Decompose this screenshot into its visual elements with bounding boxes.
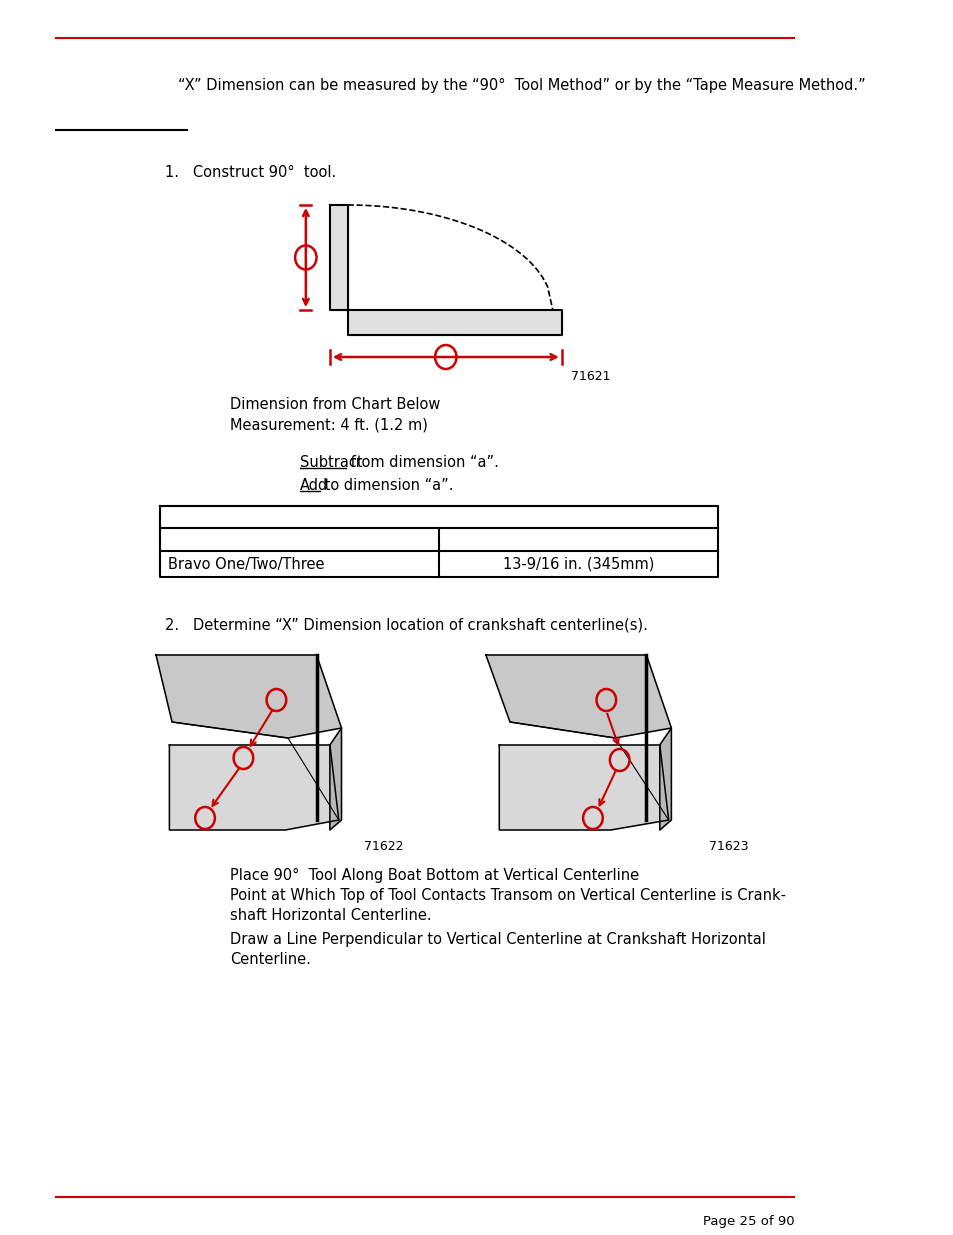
Polygon shape	[330, 205, 347, 310]
Polygon shape	[156, 655, 341, 739]
Text: 71622: 71622	[363, 840, 403, 853]
Text: Subtract: Subtract	[299, 454, 362, 471]
Polygon shape	[330, 727, 341, 830]
Text: Point at Which Top of Tool Contacts Transom on Vertical Centerline is Crank-: Point at Which Top of Tool Contacts Tran…	[230, 888, 785, 903]
Text: 1.   Construct 90°  tool.: 1. Construct 90° tool.	[165, 165, 335, 180]
Text: 71623: 71623	[708, 840, 747, 853]
Text: Centerline.: Centerline.	[230, 952, 311, 967]
Text: shaft Horizontal Centerline.: shaft Horizontal Centerline.	[230, 908, 431, 923]
Text: Draw a Line Perpendicular to Vertical Centerline at Crankshaft Horizontal: Draw a Line Perpendicular to Vertical Ce…	[230, 932, 765, 947]
Text: Dimension from Chart Below: Dimension from Chart Below	[230, 396, 440, 412]
Text: Measurement: 4 ft. (1.2 m): Measurement: 4 ft. (1.2 m)	[230, 417, 428, 432]
Polygon shape	[170, 745, 338, 830]
Text: Bravo One/Two/Three: Bravo One/Two/Three	[168, 557, 324, 572]
Text: Place 90°  Tool Along Boat Bottom at Vertical Centerline: Place 90° Tool Along Boat Bottom at Vert…	[230, 868, 639, 883]
Polygon shape	[485, 655, 671, 739]
Text: “X” Dimension can be measured by the “90°  Tool Method” or by the “Tape Measure : “X” Dimension can be measured by the “90…	[178, 78, 865, 93]
Polygon shape	[498, 745, 668, 830]
Text: Add: Add	[299, 478, 328, 493]
Text: to dimension “a”.: to dimension “a”.	[320, 478, 453, 493]
Polygon shape	[347, 310, 561, 335]
Text: from dimension “a”.: from dimension “a”.	[346, 454, 498, 471]
Text: 13-9/16 in. (345mm): 13-9/16 in. (345mm)	[502, 557, 653, 572]
Text: 2.   Determine “X” Dimension location of crankshaft centerline(s).: 2. Determine “X” Dimension location of c…	[165, 618, 647, 634]
Text: 71621: 71621	[570, 370, 610, 383]
Polygon shape	[659, 727, 671, 830]
Text: Page 25 of 90: Page 25 of 90	[702, 1215, 794, 1228]
